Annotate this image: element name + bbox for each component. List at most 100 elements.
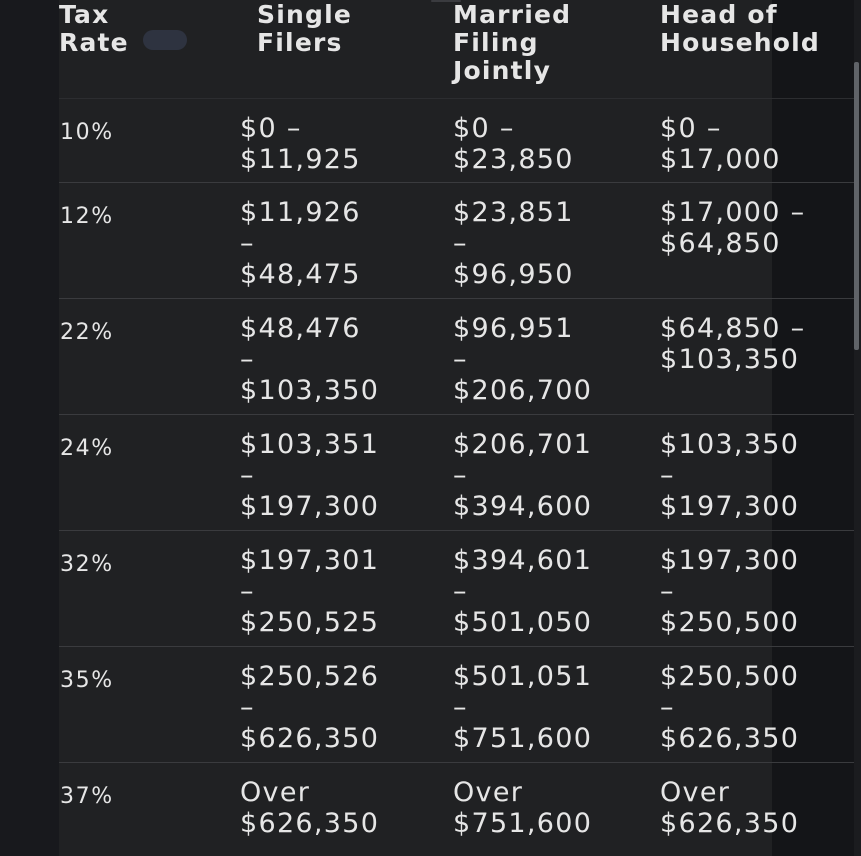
tax-bracket-table: Tax Rate Single Filers Married Filing Jo…	[59, 0, 861, 848]
hoh-bracket-cell: Over $626,350	[660, 762, 861, 848]
bracket-range: $501,051– $751,600	[453, 661, 660, 754]
tax-rate-cell: 35%	[59, 646, 247, 763]
bracket-line: $103,350	[660, 343, 800, 375]
bracket-line: $96,951	[453, 312, 574, 344]
bracket-range: $103,351– $197,300	[240, 429, 379, 522]
table-row: 10% $0 – $11,925 $0 – $23,850 $0 – $17,000	[59, 98, 861, 183]
bracket-line: $197,300	[240, 490, 380, 522]
bracket-range: $96,951– $206,700	[453, 313, 660, 406]
table-row: 12% $11,926– $48,475 $23,851– $96,950 $17,000…	[59, 182, 861, 299]
tax-rate-value: 10%	[60, 119, 114, 145]
header-line: Tax	[59, 0, 110, 29]
bracket-range: $11,926– $48,475	[240, 197, 361, 290]
scrollbar-track[interactable]	[854, 0, 861, 856]
married-bracket-cell: $0 – $23,850	[453, 98, 660, 183]
header-married-filing-jointly[interactable]: Married Filing Jointly	[453, 0, 660, 99]
bracket-line: $17,000 –	[660, 196, 806, 228]
bracket-line: $11,925	[240, 143, 361, 175]
bracket-line: $501,051	[453, 660, 593, 692]
sort-toggle-icon[interactable]	[142, 30, 187, 50]
header-line: Rate	[59, 28, 129, 57]
bracket-line: $48,476	[240, 312, 361, 344]
bracket-line: $751,600	[453, 722, 593, 754]
bracket-line: –	[453, 691, 468, 723]
bracket-range: $250,500– $626,350	[660, 661, 861, 754]
bracket-line: $64,850 –	[660, 312, 806, 344]
table-row: 22% $48,476– $103,350 $96,951– $206,700 $64,8…	[59, 298, 861, 415]
bracket-line: –	[453, 575, 468, 607]
bracket-line: –	[453, 227, 468, 259]
bracket-line: Over	[453, 776, 524, 808]
table-row: 37% Over $626,350 Over $751,600 Over $626,350	[59, 762, 861, 848]
bracket-line: $626,350	[240, 722, 380, 754]
bracket-line: –	[240, 343, 255, 375]
bracket-line: –	[240, 227, 255, 259]
tax-rate-value: 37%	[60, 783, 114, 809]
single-bracket-cell: $197,301– $250,525	[240, 530, 453, 647]
header-line: Head of	[660, 0, 778, 29]
bracket-range: $0 – $11,925	[240, 113, 361, 175]
bracket-line: $250,500	[660, 660, 800, 692]
hoh-bracket-cell: $64,850 – $103,350	[660, 298, 861, 415]
scrollbar-thumb[interactable]	[854, 62, 859, 350]
bracket-line: $394,601	[453, 544, 593, 576]
tax-rate-value: 32%	[60, 551, 114, 577]
table-row: 35% $250,526– $626,350 $501,051– $751,600 $25…	[59, 646, 861, 763]
bracket-range: $64,850 – $103,350	[660, 313, 861, 375]
bracket-line: –	[453, 459, 468, 491]
bracket-line: $23,850	[453, 143, 574, 175]
tax-rate-value: 24%	[60, 435, 114, 461]
tax-rate-cell: 24%	[59, 414, 247, 531]
married-bracket-cell: $23,851– $96,950	[453, 182, 660, 299]
header-line: Jointly	[453, 56, 552, 85]
bracket-line: –	[660, 691, 675, 723]
bracket-line: Over	[660, 776, 731, 808]
bracket-range: $48,476– $103,350	[240, 313, 379, 406]
tax-rate-cell: 32%	[59, 530, 247, 647]
bracket-line: $626,350	[240, 807, 380, 839]
bracket-range: $206,701– $394,600	[453, 429, 660, 522]
bracket-line: $250,525	[240, 606, 380, 638]
married-bracket-cell: $206,701– $394,600	[453, 414, 660, 531]
header-line: Household	[660, 28, 820, 57]
table-body: 10% $0 – $11,925 $0 – $23,850 $0 – $17,000 12% $…	[59, 98, 861, 848]
tax-rate-cell: 22%	[59, 298, 247, 415]
bracket-line: $96,950	[453, 258, 574, 290]
bracket-line: $48,475	[240, 258, 361, 290]
tax-rate-value: 35%	[60, 667, 114, 693]
hoh-bracket-cell: $197,300– $250,500	[660, 530, 861, 647]
bracket-line: $64,850	[660, 227, 781, 259]
bracket-line: –	[240, 575, 255, 607]
single-bracket-cell: $11,926– $48,475	[240, 182, 453, 299]
bracket-line: –	[453, 343, 468, 375]
header-head-of-household[interactable]: Head of Household	[660, 0, 861, 99]
hoh-bracket-cell: $103,350– $197,300	[660, 414, 861, 531]
single-bracket-cell: $48,476– $103,350	[240, 298, 453, 415]
bracket-line: $0 –	[240, 112, 302, 144]
bracket-range: $103,350– $197,300	[660, 429, 861, 522]
header-tax-rate[interactable]: Tax Rate	[59, 0, 247, 99]
bracket-line: –	[240, 459, 255, 491]
bracket-line: $626,350	[660, 807, 800, 839]
bracket-line: –	[660, 459, 675, 491]
header-single-filers[interactable]: Single Filers	[247, 0, 453, 99]
tax-rate-value: 22%	[60, 319, 114, 345]
bracket-line: $250,500	[660, 606, 800, 638]
header-line: Single	[257, 0, 352, 29]
bracket-line: $17,000	[660, 143, 781, 175]
bracket-line: $394,600	[453, 490, 593, 522]
table-header: Tax Rate Single Filers Married Filing Jo…	[59, 0, 861, 99]
hoh-bracket-cell: $250,500– $626,350	[660, 646, 861, 763]
bracket-line: $206,700	[453, 374, 593, 406]
bracket-line: $11,926	[240, 196, 361, 228]
hoh-bracket-cell: $0 – $17,000	[660, 98, 861, 183]
married-bracket-cell: $501,051– $751,600	[453, 646, 660, 763]
bracket-line: $103,351	[240, 428, 380, 460]
table-row: 24% $103,351– $197,300 $206,701– $394,600 $10…	[59, 414, 861, 531]
bracket-range: $0 – $17,000	[660, 113, 861, 175]
single-bracket-cell: $250,526– $626,350	[240, 646, 453, 763]
bracket-range: $23,851– $96,950	[453, 197, 660, 290]
single-bracket-cell: Over $626,350	[240, 762, 453, 848]
left-margin	[0, 0, 59, 856]
